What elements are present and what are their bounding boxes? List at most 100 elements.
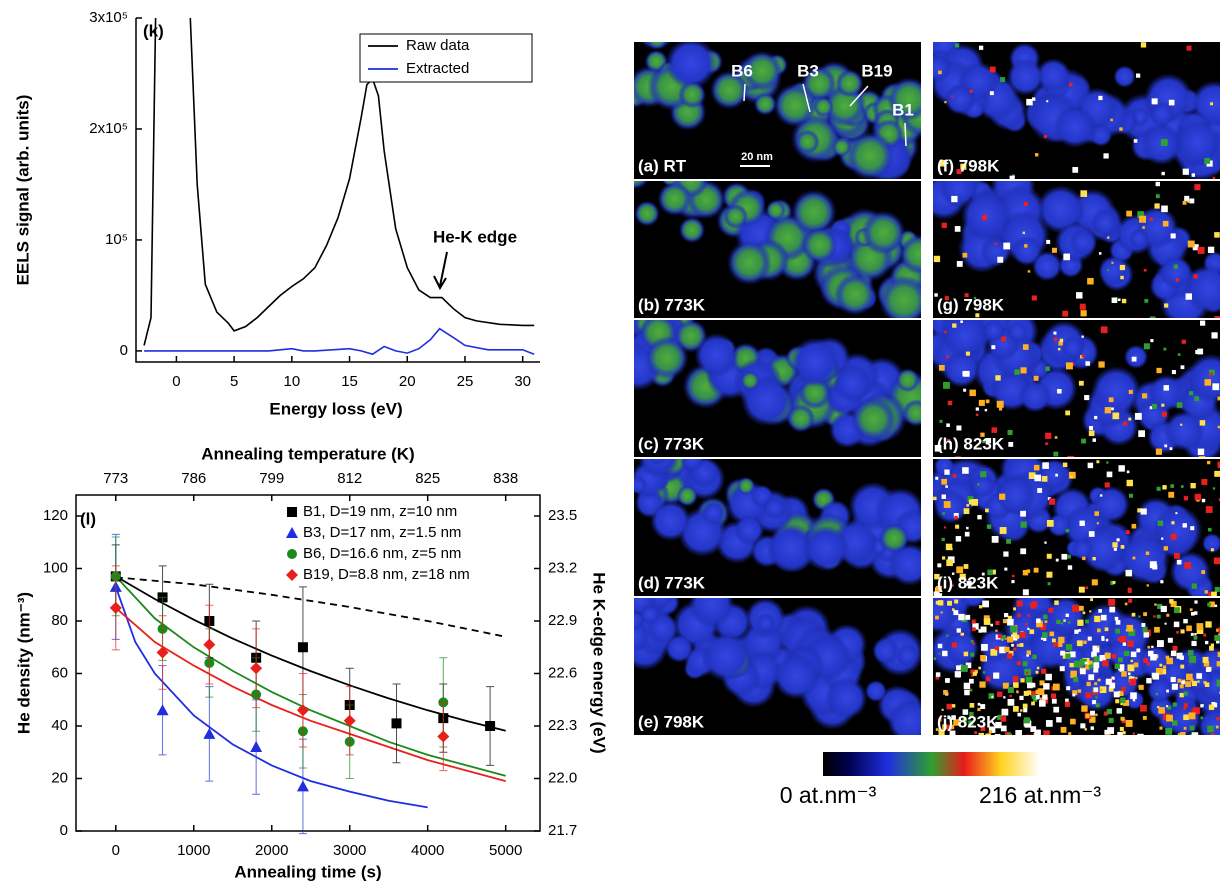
bubble-arrow (802, 83, 811, 113)
map-speck (955, 524, 960, 529)
map-speck (1092, 556, 1096, 561)
map-speck (1192, 707, 1200, 715)
map-blob (942, 350, 981, 388)
map-speck (1072, 167, 1079, 173)
map-speck (1043, 637, 1047, 642)
map-speck (1161, 537, 1164, 540)
map-speck (1205, 506, 1213, 513)
map-speck (1072, 693, 1076, 697)
map-speck (944, 469, 950, 475)
map-speck (941, 478, 948, 485)
map-blob (636, 202, 658, 225)
map-speck (1156, 614, 1161, 619)
map-speck (953, 610, 959, 616)
map-speck (1211, 591, 1217, 596)
map-speck (1114, 616, 1119, 621)
map-blob (738, 478, 754, 494)
map-speck (1156, 486, 1161, 491)
panel-label: (k) (143, 21, 164, 40)
map-speck (1212, 176, 1216, 179)
map-blob (1061, 336, 1085, 360)
y-tick-label: 80 (51, 612, 68, 629)
map-speck (1052, 683, 1060, 691)
map-blob (637, 459, 680, 478)
data-point (203, 638, 216, 651)
map-speck (1142, 627, 1148, 633)
map-speck (1009, 734, 1013, 735)
data-point (343, 714, 356, 727)
map-speck (1181, 680, 1185, 685)
map-speck (1210, 643, 1214, 647)
map-speck (1110, 580, 1115, 585)
map-panel-label: (a) RT (638, 156, 687, 175)
map-speck (1035, 153, 1039, 157)
map-speck (1030, 726, 1037, 732)
map-speck (954, 226, 961, 232)
map-blob (1197, 707, 1220, 735)
map-speck (1078, 629, 1081, 632)
map-speck (945, 485, 948, 488)
map-speck (1186, 625, 1192, 632)
panel-label: (l) (80, 509, 96, 528)
map-blob (767, 201, 785, 219)
map-speck (1051, 698, 1057, 704)
x-tick-label: 15 (341, 373, 358, 390)
map-blob (725, 205, 747, 228)
map-speck (1030, 682, 1036, 688)
map-panel: (c) 773K (634, 320, 921, 457)
map-speck (936, 593, 943, 596)
map-speck (1131, 356, 1137, 362)
map-speck (1080, 310, 1087, 317)
map-speck (1098, 252, 1102, 255)
map-speck (1166, 657, 1174, 665)
map-speck (1040, 637, 1043, 640)
map-speck (964, 531, 970, 537)
map-speck (942, 724, 947, 730)
map-speck (1022, 661, 1028, 667)
map-speck (964, 689, 970, 696)
map-speck (1065, 528, 1070, 533)
map-speck (995, 375, 1001, 381)
map-blob (1031, 250, 1063, 282)
map-panel-label: (g) 798K (937, 295, 1005, 314)
map-speck (982, 671, 986, 674)
map-speck (1031, 295, 1037, 301)
map-speck (1186, 673, 1193, 681)
map-blob (639, 604, 660, 625)
map-blob (1007, 321, 1029, 343)
map-speck (1113, 691, 1120, 698)
map-speck (1045, 366, 1050, 371)
map-speck (988, 730, 992, 734)
map-speck (1053, 451, 1059, 457)
map-speck (955, 456, 961, 457)
y-tick-label: 60 (51, 664, 68, 681)
map-speck (1207, 460, 1211, 465)
map-speck (1100, 614, 1107, 621)
bubble-arrow (849, 85, 869, 107)
legend-marker (286, 569, 298, 581)
scale-bar-label: 20 nm (741, 151, 773, 163)
map-speck (938, 717, 943, 722)
map-speck (1001, 708, 1009, 716)
map-speck (1067, 554, 1071, 559)
map-speck (1079, 658, 1087, 666)
map-speck (1193, 635, 1198, 640)
map-speck (1154, 203, 1160, 209)
map-speck (1084, 728, 1087, 731)
map-speck (1026, 98, 1033, 106)
data-point (296, 704, 309, 717)
map-speck (1219, 178, 1220, 179)
map-speck (1132, 556, 1136, 560)
map-speck (1007, 686, 1014, 694)
map-speck (1200, 704, 1204, 708)
map-speck (1212, 702, 1218, 708)
map-speck (1111, 676, 1115, 680)
map-speck (991, 345, 996, 350)
map-blob (814, 98, 833, 116)
map-speck (1056, 619, 1061, 625)
map-speck (1020, 678, 1025, 683)
legend-label: B3, D=17 nm, z=1.5 nm (303, 524, 461, 541)
map-speck (1034, 729, 1041, 735)
map-speck (1061, 553, 1068, 560)
x2-tick-label: 825 (415, 470, 440, 487)
